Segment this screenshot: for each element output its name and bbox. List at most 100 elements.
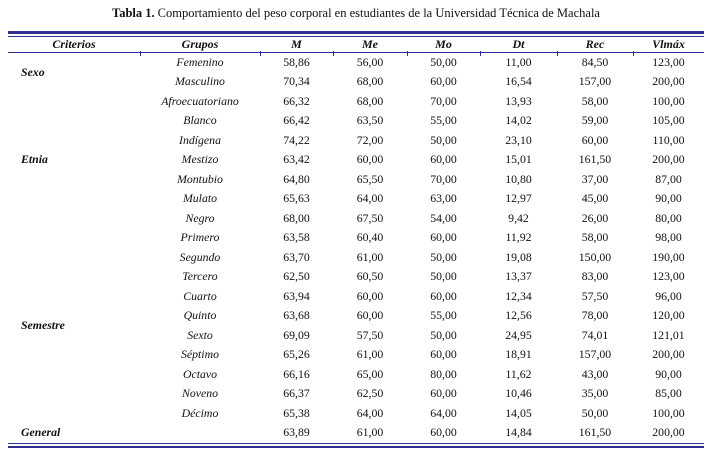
value-cell: 16,54 (505, 74, 532, 89)
value-cell: 68,00 (356, 74, 384, 89)
value-cell: 35,00 (581, 386, 609, 401)
table-row: Indígena 74,22 72,00 50,00 23,10 60,00 110,00 (8, 131, 704, 151)
group-label: Negro (185, 210, 215, 225)
group-label: Segundo (179, 249, 221, 264)
value-cell: 66,16 (283, 366, 310, 381)
value-cell: 200,00 (652, 425, 685, 440)
criterio-label: Etnia (21, 152, 48, 167)
value-cell: 58,86 (283, 54, 310, 69)
value-cell: 190,00 (652, 249, 685, 264)
value-cell: 90,00 (655, 366, 682, 381)
value-cell: 45,00 (581, 191, 609, 206)
column-header-rec: Rec (557, 36, 633, 53)
value-cell: 157,00 (578, 74, 612, 89)
bottom-rule-thick (8, 445, 704, 448)
value-cell: 58,00 (581, 230, 609, 245)
value-cell: 50,00 (430, 327, 457, 342)
value-cell: 50,00 (430, 269, 457, 284)
column-header-me: Me (333, 36, 407, 53)
table-row: Sexo Femenino 58,86 56,00 50,00 11,00 84,50 123… (8, 52, 704, 79)
value-cell: 65,63 (283, 191, 310, 206)
value-cell: 64,00 (356, 191, 384, 206)
value-cell: 56,00 (356, 54, 384, 69)
group-label: Montubio (177, 171, 223, 186)
table-row: Noveno 66,37 62,50 60,00 10,46 35,00 85,00 (8, 384, 704, 404)
value-cell: 26,00 (581, 210, 609, 225)
group-label: Mestizo (181, 152, 219, 167)
table-caption: Tabla 1. Comportamiento del peso corporal… (0, 0, 712, 21)
value-cell: 85,00 (655, 386, 682, 401)
value-cell: 66,32 (283, 93, 310, 108)
value-cell: 110,00 (652, 132, 685, 147)
value-cell: 83,00 (581, 269, 609, 284)
table-row: Tercero 62,50 60,50 50,00 13,37 83,00 123,00 (8, 267, 704, 287)
value-cell: 60,00 (430, 288, 457, 303)
value-cell: 63,42 (283, 152, 310, 167)
value-cell: 55,00 (430, 113, 457, 128)
value-cell: 66,42 (283, 113, 310, 128)
group-label (140, 423, 260, 443)
group-label: Cuarto (183, 288, 217, 303)
value-cell: 11,92 (505, 230, 532, 245)
value-cell: 66,37 (283, 386, 310, 401)
value-cell: 87,00 (655, 171, 682, 186)
column-header-vlmax: Vlmáx (633, 36, 704, 53)
value-cell: 60,00 (430, 74, 457, 89)
value-cell: 60,00 (356, 288, 384, 303)
value-cell: 68,00 (283, 210, 310, 225)
header-column-tick (332, 50, 334, 56)
group-label: Sexto (187, 327, 213, 342)
group-label: Décimo (181, 405, 219, 420)
header-row: Criterios Grupos M Me Mo Dt Rec Vlmáx (8, 36, 704, 53)
bottom-rule-thin (8, 442, 704, 444)
group-label: Quinto (183, 308, 217, 323)
value-cell: 12,56 (505, 308, 532, 323)
value-cell: 61,00 (356, 425, 384, 440)
group-label: Octavo (182, 366, 218, 381)
value-cell: 90,00 (655, 191, 682, 206)
value-cell: 70,00 (430, 171, 457, 186)
value-cell: 58,00 (581, 93, 609, 108)
value-cell: 67,50 (356, 210, 384, 225)
column-header-dt: Dt (480, 36, 557, 53)
value-cell: 63,89 (283, 425, 310, 440)
criterio-label: General (21, 425, 61, 440)
value-cell: 62,50 (283, 269, 310, 284)
value-cell: 121,01 (652, 327, 685, 342)
group-label: Noveno (181, 386, 219, 401)
table-row: Décimo 65,38 64,00 64,00 14,05 50,00 100,00 (8, 404, 704, 424)
value-cell: 60,00 (430, 230, 457, 245)
value-cell: 65,26 (283, 347, 310, 362)
table-row: Masculino 70,34 68,00 60,00 16,54 157,00 200,0… (8, 72, 704, 92)
column-header-grupos: Grupos (140, 36, 260, 53)
table-row: Cuarto 63,94 60,00 60,00 12,34 57,50 96,00 (8, 287, 704, 307)
table-row: Quinto 63,68 60,00 55,00 12,56 78,00 120,00 (8, 306, 704, 326)
top-rule-thin (8, 35, 704, 37)
group-label: Afroecuatoriano (161, 93, 239, 108)
value-cell: 65,00 (356, 366, 384, 381)
header-column-tick (259, 50, 261, 56)
header-column-tick (139, 50, 141, 56)
criterio-label: Semestre (21, 318, 65, 332)
table-row: Mulato 65,63 64,00 63,00 12,97 45,00 90,00 (8, 189, 704, 209)
value-cell: 50,00 (430, 249, 457, 264)
table-row: Blanco 66,42 63,50 55,00 14,02 59,00 105,00 (8, 111, 704, 131)
table-row: Semestre Primero 63,58 60,40 60,00 11,92 58,00… (8, 228, 704, 332)
value-cell: 64,00 (356, 405, 384, 420)
value-cell: 50,00 (430, 132, 457, 147)
value-cell: 55,00 (430, 308, 457, 323)
group-label: Mulato (182, 191, 218, 206)
value-cell: 100,00 (652, 405, 685, 420)
value-cell: 14,84 (505, 425, 532, 440)
value-cell: 63,00 (430, 191, 457, 206)
value-cell: 70,34 (283, 74, 310, 89)
value-cell: 157,00 (578, 347, 612, 362)
value-cell: 105,00 (652, 113, 685, 128)
value-cell: 63,50 (356, 113, 384, 128)
value-cell: 60,50 (356, 269, 384, 284)
value-cell: 65,50 (356, 171, 384, 186)
statistics-table: Criterios Grupos M Me Mo Dt Rec Vlmáx Se… (8, 36, 704, 443)
value-cell: 61,00 (356, 249, 384, 264)
value-cell: 72,00 (356, 132, 384, 147)
value-cell: 60,00 (430, 425, 457, 440)
